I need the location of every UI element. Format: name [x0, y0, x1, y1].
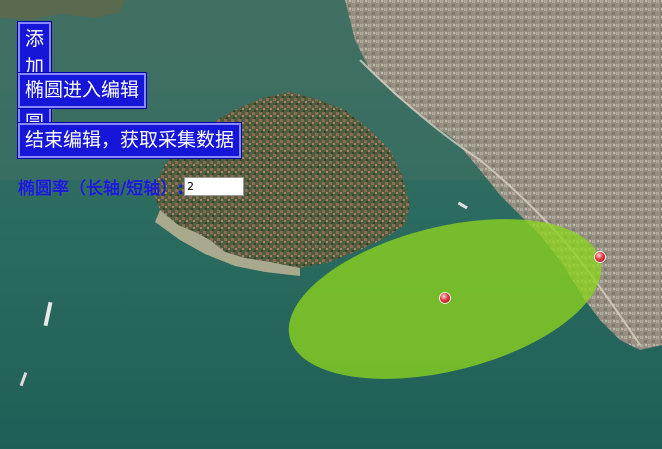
- ellipse-ratio-row: 椭圆率（长轴/短轴）:: [18, 174, 245, 199]
- boat: [19, 372, 28, 387]
- edit-point-icon[interactable]: [594, 251, 606, 263]
- ellipse-ratio-input[interactable]: [184, 177, 245, 196]
- edit-ellipse-button[interactable]: 椭圆进入编辑: [16, 72, 148, 109]
- landmass-top-left: [0, 0, 125, 20]
- boat: [43, 301, 53, 327]
- boat: [457, 201, 468, 210]
- edit-point-icon[interactable]: [439, 292, 451, 304]
- finish-edit-button[interactable]: 结束编辑，获取采集数据: [16, 122, 243, 159]
- ellipse-ratio-label: 椭圆率（长轴/短轴）:: [18, 179, 185, 199]
